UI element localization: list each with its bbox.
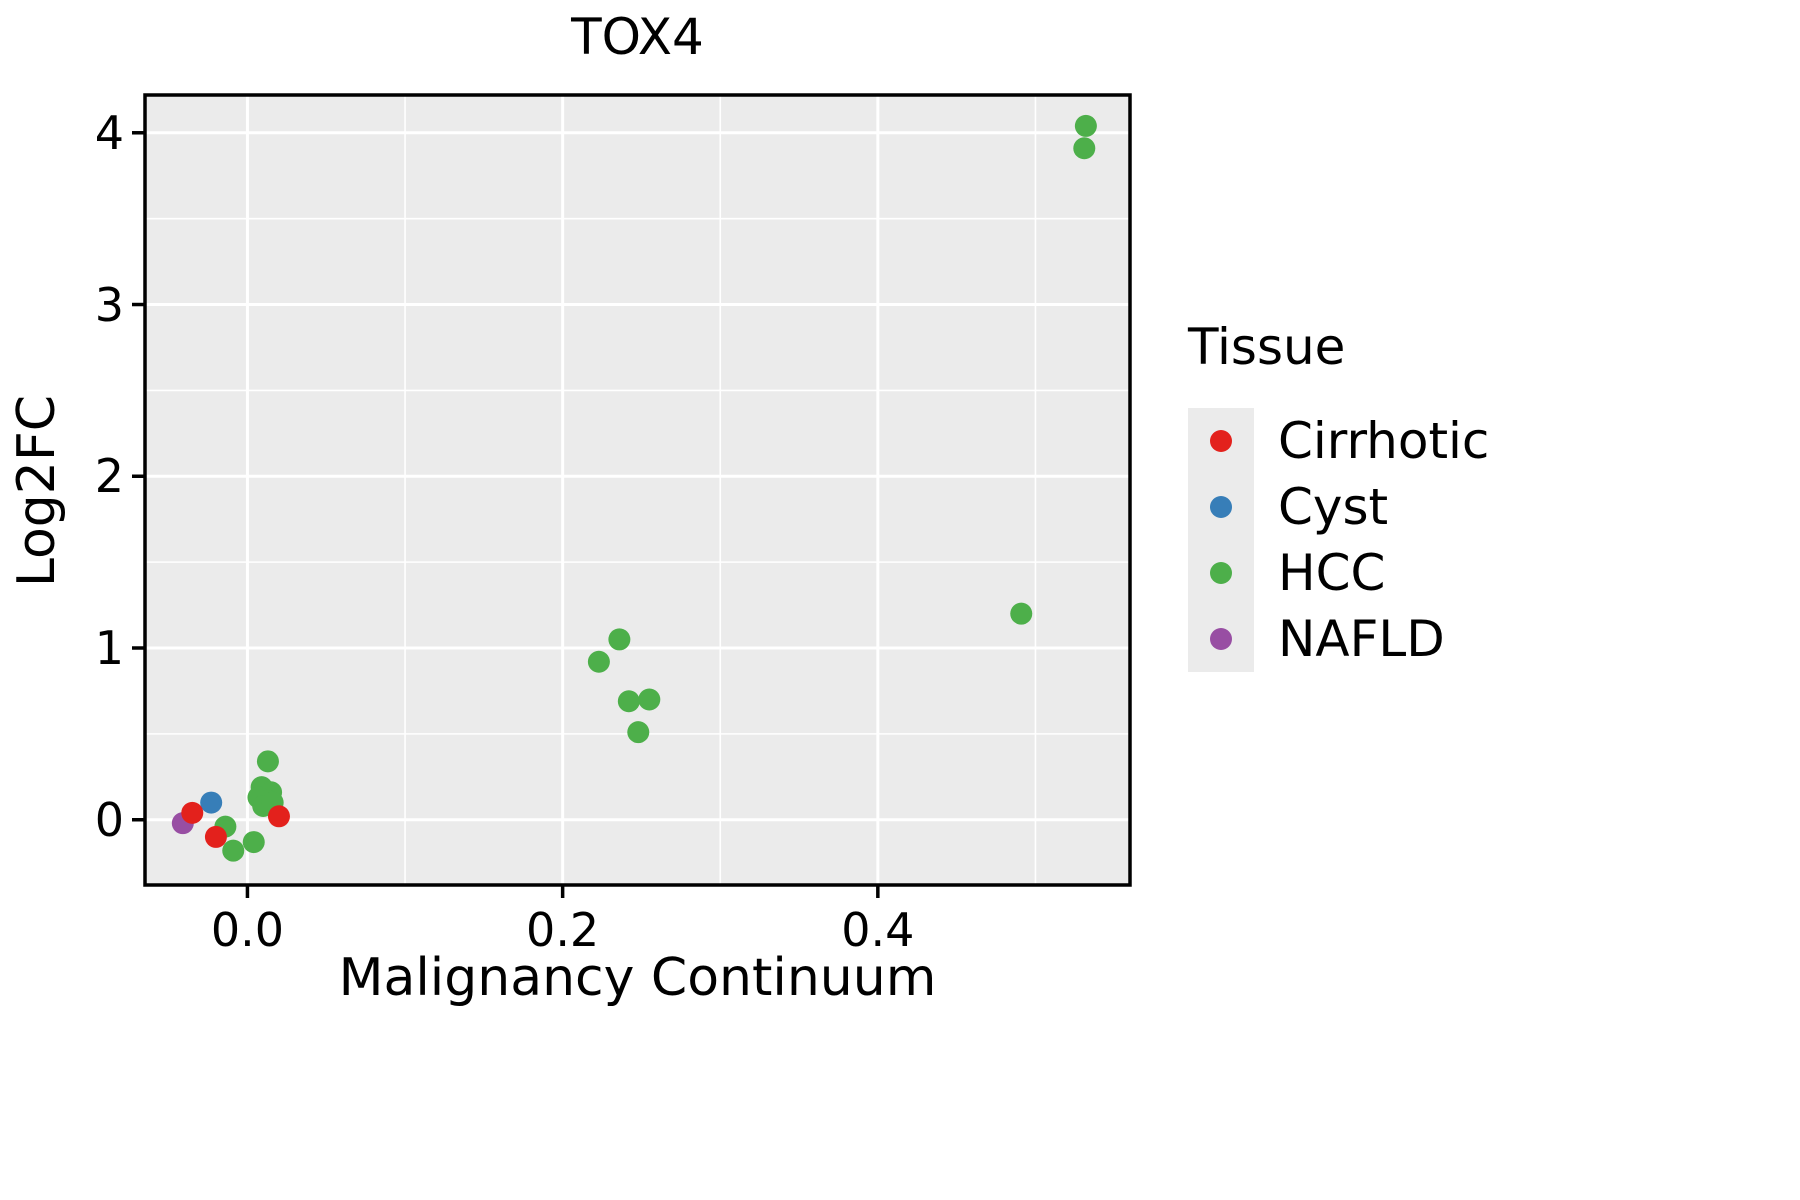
legend-entry-hcc: HCC [1188,540,1489,606]
y-tick-label: 0 [94,792,124,847]
scatter-point-hcc [617,690,640,713]
y-tick-label: 1 [94,621,124,675]
legend-key [1188,474,1254,540]
scatter-point-hcc [608,628,631,651]
legend-key [1188,540,1254,606]
y-tick-label: 2 [94,449,124,504]
legend-title: Tissue [1188,318,1346,376]
legend: Tissue Cirrhotic Cyst HCC NAFLD [1188,318,1489,672]
scatter-point-cirrhotic [204,825,227,848]
scatter-point-hcc [1010,602,1033,625]
scatter-point-hcc [627,721,650,744]
plot-panel [145,95,1130,885]
x-tick-label: 0.4 [841,903,915,957]
legend-key [1188,606,1254,672]
legend-entries: Cirrhotic Cyst HCC NAFLD [1188,408,1489,672]
scatter-point-cirrhotic [181,801,204,824]
scatter-point-hcc [1074,114,1097,137]
chart-title: TOX4 [571,8,704,66]
legend-label: Cirrhotic [1278,412,1490,470]
scatter-point-hcc [256,750,279,773]
legend-label: HCC [1278,544,1386,602]
legend-entry-nafld: NAFLD [1188,606,1489,672]
scatter-point-cyst [200,791,223,814]
panel-border [143,93,1132,887]
scatter-point-hcc [222,839,245,862]
x-axis-label: Malignancy Continuum [338,948,937,1008]
legend-entry-cyst: Cyst [1188,474,1489,540]
scatter-point-cirrhotic [267,805,290,828]
scatter-point-hcc [638,688,661,711]
legend-dot-icon [1210,562,1232,584]
y-tick-label: 4 [94,105,124,160]
scatter-point-hcc [242,831,265,854]
y-tick-label: 3 [94,277,124,332]
legend-label: Cyst [1278,478,1389,536]
scatter-point-hcc [587,650,610,673]
legend-dot-icon [1210,628,1232,650]
x-tick-label: 0.2 [526,903,600,957]
legend-dot-icon [1210,496,1232,518]
legend-entry-cirrhotic: Cirrhotic [1188,408,1489,474]
scatter-point-hcc [1073,137,1096,160]
legend-dot-icon [1210,430,1232,452]
x-tick-label: 0.0 [210,903,285,957]
legend-label: NAFLD [1278,610,1445,668]
legend-key [1188,408,1254,474]
